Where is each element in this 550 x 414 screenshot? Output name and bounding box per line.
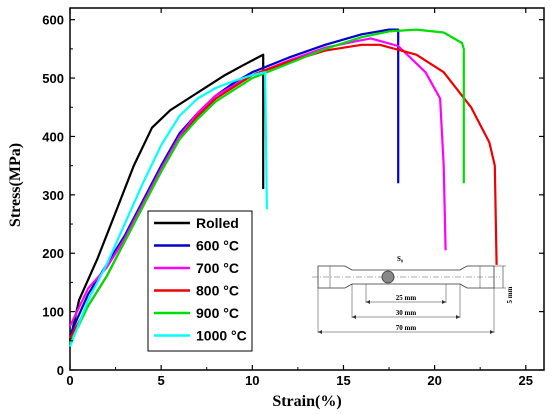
y-tick-label: 400	[42, 129, 64, 144]
y-tick-label: 0	[57, 363, 64, 378]
legend-box	[147, 210, 253, 352]
x-tick-label: 25	[519, 373, 533, 388]
series-line-0	[68, 53, 265, 342]
ticks-group: 0 5 10 15 20 25 0 100 200 300 400 500 600	[42, 8, 544, 388]
dimension-arrow-right-3	[490, 330, 494, 334]
legend-label-1: 600 °C	[196, 238, 239, 254]
dimension-arrow-right-2	[456, 315, 460, 319]
legend-label-3: 800 °C	[196, 283, 239, 299]
legend-label-4: 900 °C	[196, 305, 239, 321]
dimension-arrow-left-1	[366, 300, 370, 304]
x-tick-label: 5	[158, 373, 165, 388]
x-tick-label: 20	[427, 373, 441, 388]
legend-label-2: 700 °C	[196, 260, 239, 276]
plot-border	[69, 7, 545, 371]
x-tick-label: 0	[66, 373, 73, 388]
cross-section-circle	[381, 270, 395, 284]
y-tick-label: 600	[42, 13, 64, 28]
y-tick-label: 500	[42, 71, 64, 86]
series-line-5	[68, 71, 268, 347]
x-tick-label: 10	[245, 373, 259, 388]
inset-label-dim-3: 70 mm	[396, 324, 417, 332]
legend-label-5: 1000 °C	[196, 328, 247, 344]
inset-label-dim-1: 25 mm	[396, 294, 417, 302]
legend-label-0: Rolled	[196, 215, 239, 231]
plot-frame	[69, 7, 545, 371]
y-tick-label: 100	[42, 305, 64, 320]
dimension-arrow-right-1	[442, 300, 446, 304]
dimension-arrow-left-2	[352, 315, 356, 319]
series-group	[68, 28, 498, 347]
x-tick-label: 15	[336, 373, 350, 388]
dimension-arrow-left-3	[318, 330, 322, 334]
series-line-4	[69, 28, 465, 345]
series-line-3	[69, 43, 498, 339]
specimen-inset: S₀ 25 mm 30 mm 70 mm 5 mm	[312, 255, 514, 334]
inset-label-s0: S₀	[397, 255, 403, 263]
x-axis-title: Strain(%)	[272, 393, 341, 410]
y-tick-label: 300	[42, 188, 64, 203]
inset-label-dim-2: 30 mm	[396, 309, 417, 317]
legend: Rolled 600 °C 700 °C 800 °C 900 °C 1000 °C	[147, 210, 253, 352]
y-axis-title: Stress(MPa)	[7, 143, 24, 227]
y-tick-label: 200	[42, 246, 64, 261]
inset-label-5mm: 5 mm	[506, 286, 514, 303]
